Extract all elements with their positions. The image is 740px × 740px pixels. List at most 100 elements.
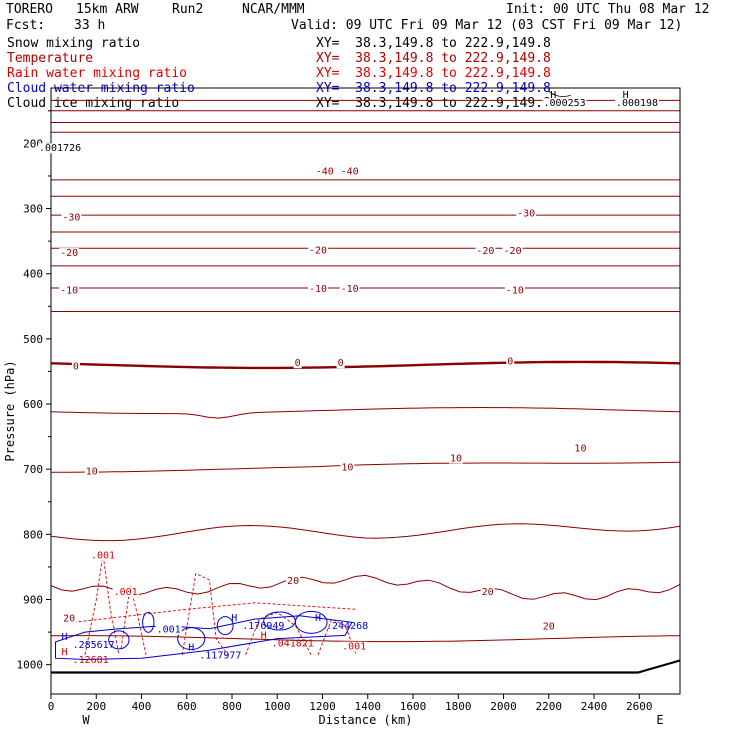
run-label: Run2	[172, 2, 204, 17]
contour-label: 10	[86, 466, 98, 477]
y-tick-label: 300	[23, 203, 43, 216]
contour-label-bg	[339, 283, 360, 294]
isotherm-0	[50, 360, 681, 370]
y-tick-label: 500	[23, 333, 43, 346]
contour-label: -20	[309, 246, 327, 257]
contour-label: -20	[60, 248, 78, 259]
contour-labels: -40 -40 -30 -30 -20 -20 -20 -20 -10 -10 -10 -10 0 0 0 0…	[38, 90, 660, 666]
cloud-water-contour	[216, 616, 234, 636]
x-tick-label: 2000	[490, 700, 517, 713]
contour-label-bg	[336, 358, 345, 369]
rain-contours	[73, 553, 357, 656]
contour-label-bg	[480, 586, 495, 597]
temperature-contours	[50, 99, 681, 674]
contour-label-bg	[541, 621, 556, 632]
extremum-marker: H	[62, 632, 68, 643]
contour-label-bg	[615, 98, 660, 109]
extremum-marker: H	[188, 642, 194, 653]
x-tick-label: 600	[177, 700, 197, 713]
resolution-label: 15km ARW	[76, 2, 139, 17]
rain-contour	[181, 572, 228, 656]
extremum-marker: H	[550, 90, 556, 101]
forecast-hour: 33 h	[74, 18, 106, 33]
contour-label: 10	[574, 444, 586, 455]
rain-contour	[317, 618, 357, 656]
isotherm-5	[50, 406, 681, 419]
forecast-label: Fcst:	[6, 18, 46, 33]
contour-label-bg	[341, 641, 368, 652]
x-tick-label: 200	[86, 700, 106, 713]
y-tick-label: 700	[23, 463, 43, 476]
contour-label-bg	[573, 443, 588, 454]
cloud-water-contours	[55, 610, 353, 661]
contour-label-bg	[506, 356, 515, 367]
legend-temperature: Temperature	[7, 51, 94, 66]
contour-label: 10	[341, 462, 353, 473]
contour-label-bg	[84, 466, 99, 477]
cloud-water-contour	[142, 611, 155, 633]
extremum-marker: H	[623, 90, 629, 101]
isotherm-20	[50, 574, 681, 601]
contour-label: .000253	[544, 98, 586, 109]
cloud-water-outer-contour	[55, 615, 353, 661]
x-tick-label: 1200	[309, 700, 336, 713]
snow-contour-east	[548, 90, 571, 97]
x-tick-label: 2600	[626, 700, 653, 713]
model-name: TORERO	[6, 2, 53, 17]
org-label: NCAR/MMM	[242, 2, 305, 17]
contour-label: -10	[341, 284, 359, 295]
contour-label: -30	[517, 208, 535, 219]
rain-contour	[120, 586, 147, 655]
y-tick-label: 1000	[17, 659, 44, 672]
contour-label-bg	[502, 246, 523, 257]
contour-label-bg	[340, 462, 355, 473]
legend-cloud-ice-xy: XY= 38.3,149.8 to 222.9,149.8	[316, 96, 551, 111]
x-tick-label: 400	[132, 700, 152, 713]
contour-label-bg	[339, 166, 360, 177]
isotherm-25	[51, 635, 681, 643]
contour-label: .001	[114, 587, 138, 598]
valid-time: Valid: 09 UTC Fri 09 Mar 12 (03 CST Fri …	[291, 18, 683, 33]
contour-label-bg	[516, 208, 537, 219]
extremum-value: .244268	[326, 621, 368, 632]
extremum-value: .176949	[242, 621, 284, 632]
contour-label-bg	[475, 246, 496, 257]
extremum-marker: H	[62, 647, 68, 658]
contour-label-bg	[542, 98, 587, 109]
x-tick-label: 1400	[355, 700, 382, 713]
extremum-value: .12681	[73, 655, 109, 666]
y-axis-label: Pressure (hPa)	[3, 360, 17, 461]
contour-label: 20	[482, 587, 494, 598]
contour-label: 10	[450, 453, 462, 464]
contour-label-bg	[307, 283, 328, 294]
rain-contour	[73, 602, 357, 623]
contour-label: 0	[73, 361, 79, 372]
y-tick-label: 600	[23, 398, 43, 411]
contour-label: -10	[309, 284, 327, 295]
legend-temperature-xy: XY= 38.3,149.8 to 222.9,149.8	[316, 51, 551, 66]
y-tick-label: 900	[23, 594, 43, 607]
contour-label-bg	[59, 248, 80, 259]
extremum-value: .285617	[73, 640, 115, 651]
x-tick-label: 1600	[400, 700, 427, 713]
contour-label: -20	[476, 246, 494, 257]
contour-label: .001	[157, 625, 181, 636]
plot-frame	[50, 87, 681, 695]
contour-label: .001	[342, 642, 366, 653]
extremum-marker: H	[261, 631, 267, 642]
legend-rain: Rain water mixing ratio	[7, 66, 188, 81]
contour-label-bg	[112, 586, 139, 597]
extremum-marker: H	[315, 613, 321, 624]
contour-label-bg	[307, 245, 328, 256]
contour-label-bg	[62, 613, 77, 624]
x-tick-label: 0	[48, 700, 55, 713]
contour-label: .000198	[616, 98, 658, 109]
x-tick-label: 1800	[445, 700, 472, 713]
extremum-value: .117977	[199, 650, 241, 661]
x-axis-label: Distance (km)	[319, 713, 413, 727]
legend-cloud-ice: Cloud ice mixing ratio	[7, 96, 180, 111]
x-tick-label: 1000	[264, 700, 291, 713]
isotherm-15	[50, 523, 681, 542]
legend-rain-xy: XY= 38.3,149.8 to 222.9,149.8	[316, 66, 551, 81]
